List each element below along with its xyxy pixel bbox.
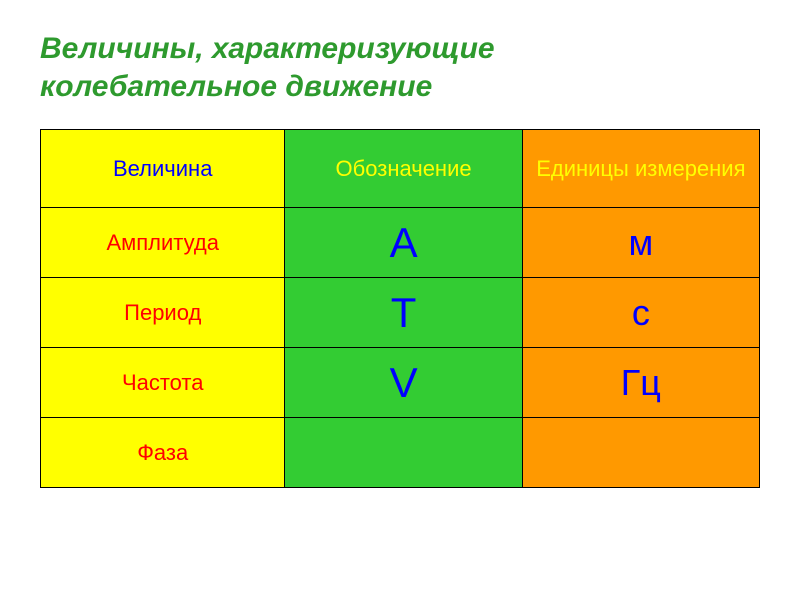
- quantity-name: Фаза: [41, 418, 285, 488]
- header-symbol: Обозначение: [285, 130, 522, 208]
- quantity-name: Частота: [41, 348, 285, 418]
- quantity-name: Амплитуда: [41, 208, 285, 278]
- quantity-unit: с: [522, 278, 759, 348]
- quantities-table: Величина Обозначение Единицы измерения А…: [40, 129, 760, 488]
- quantity-symbol: Т: [285, 278, 522, 348]
- page-title: Величины, характеризующие колебательное …: [40, 30, 760, 105]
- table-row: Период Т с: [41, 278, 760, 348]
- quantity-symbol: V: [285, 348, 522, 418]
- quantity-unit: [522, 418, 759, 488]
- table-row: Фаза: [41, 418, 760, 488]
- quantity-symbol: [285, 418, 522, 488]
- quantity-unit: Гц: [522, 348, 759, 418]
- table-header-row: Величина Обозначение Единицы измерения: [41, 130, 760, 208]
- title-line-2: колебательное движение: [40, 70, 432, 103]
- header-unit: Единицы измерения: [522, 130, 759, 208]
- table-row: Амплитуда А м: [41, 208, 760, 278]
- title-line-1: Величины, характеризующие: [40, 32, 495, 65]
- header-quantity: Величина: [41, 130, 285, 208]
- table-row: Частота V Гц: [41, 348, 760, 418]
- quantity-symbol: А: [285, 208, 522, 278]
- quantity-unit: м: [522, 208, 759, 278]
- quantity-name: Период: [41, 278, 285, 348]
